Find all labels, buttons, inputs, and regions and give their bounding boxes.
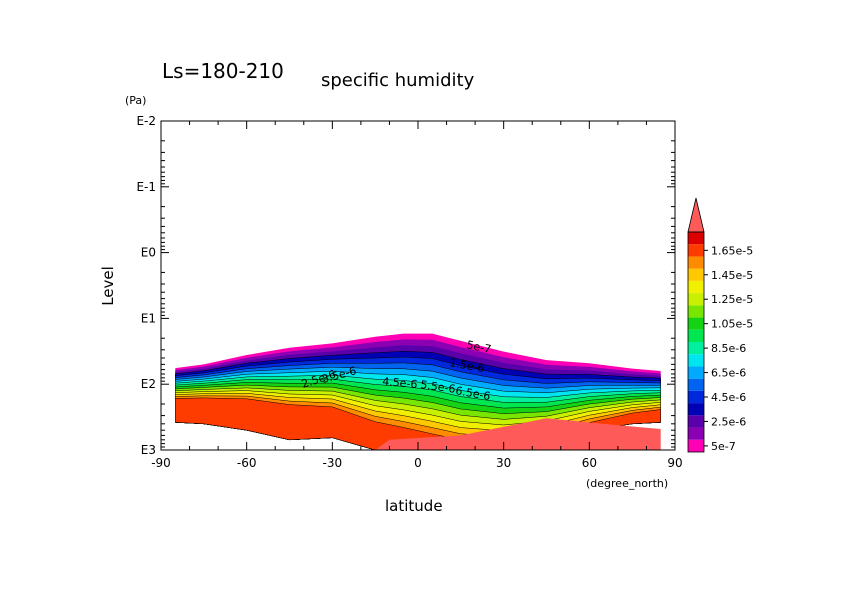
colorbar-bin bbox=[688, 366, 704, 379]
colorbar-bin bbox=[688, 305, 704, 318]
x-axis-label: latitude bbox=[385, 497, 443, 515]
y-unit-label: (Pa) bbox=[125, 94, 146, 107]
y-tick-label: E2 bbox=[141, 377, 156, 391]
colorbar-label: 1.45e-5 bbox=[711, 269, 753, 282]
x-tick-label: 60 bbox=[582, 456, 597, 470]
y-tick-label: E-1 bbox=[136, 180, 156, 194]
y-tick-label: E-2 bbox=[136, 114, 156, 128]
colorbar-label: 6.5e-6 bbox=[711, 367, 746, 380]
colorbar-bin bbox=[688, 280, 704, 294]
contour-label-5e-7: 5e-7 bbox=[465, 338, 492, 356]
y-tick-label: E1 bbox=[141, 311, 156, 325]
colorbar-bin bbox=[688, 439, 704, 452]
contour-label-5.5e-6: 5.5e-6 bbox=[420, 378, 457, 396]
x-tick-label: -60 bbox=[237, 456, 257, 470]
y-tick-label: E0 bbox=[141, 246, 156, 260]
colorbar-bin bbox=[688, 232, 704, 245]
colorbar-bin bbox=[688, 244, 704, 257]
colorbar-label: 2.5e-6 bbox=[711, 415, 746, 428]
colorbar-bin bbox=[688, 415, 704, 428]
colorbar-bin bbox=[688, 329, 704, 342]
x-tick-label: 90 bbox=[667, 456, 682, 470]
colorbar-bin bbox=[688, 317, 704, 330]
colorbar-bin bbox=[688, 293, 704, 306]
x-tick-label: 30 bbox=[496, 456, 511, 470]
x-tick-label: -30 bbox=[323, 456, 343, 470]
y-tick-label: E3 bbox=[141, 443, 156, 457]
colorbar-bin bbox=[688, 342, 704, 355]
colorbar-bin bbox=[688, 256, 704, 269]
contour-fill-layers bbox=[175, 333, 661, 451]
colorbar-label: 1.05e-5 bbox=[711, 318, 753, 331]
colorbar-extend-arrow bbox=[687, 197, 705, 233]
colorbar-bin bbox=[688, 427, 704, 440]
x-tick-label: -90 bbox=[151, 456, 171, 470]
colorbar-bin bbox=[688, 378, 704, 391]
colorbar-bin bbox=[688, 354, 704, 367]
colorbar-label: 1.25e-5 bbox=[711, 293, 753, 306]
contour-label-6.5e-6: 6.5e-6 bbox=[454, 384, 491, 403]
contour-label-1.5e-6: 1.5e-6 bbox=[448, 356, 485, 375]
x-tick-label: 0 bbox=[414, 456, 422, 470]
colorbar-frame bbox=[687, 231, 705, 453]
contour-labels: 5e-7 1.5e-6 2.5e-6 3.5e-6 4.5e-6 5.5e-6 … bbox=[300, 338, 492, 403]
colorbar-bin bbox=[688, 268, 704, 281]
chart-title-main: Ls=180-210 bbox=[162, 59, 284, 83]
contour-label-4.5e-6: 4.5e-6 bbox=[382, 375, 418, 391]
x-unit-label: (degree_north) bbox=[586, 477, 668, 490]
colorbar-bin bbox=[688, 390, 704, 404]
colorbar-label: 1.65e-5 bbox=[711, 244, 753, 257]
chart-title-sub: specific humidity bbox=[321, 70, 475, 91]
colorbar-label: 5e-7 bbox=[711, 440, 736, 453]
colorbar: 5e-7 2.5e-6 4.5e-6 6.5e-6 8.5e-6 1.05e-5 1.25e… bbox=[687, 197, 753, 453]
y-axis-label: Level bbox=[99, 266, 117, 306]
colorbar-label: 8.5e-6 bbox=[711, 342, 746, 355]
plot-axes: -90 -60 -30 0 30 60 90 E-2 E-1 E0 E1 E2 E3 bbox=[136, 114, 682, 470]
colorbar-bin bbox=[688, 403, 704, 416]
colorbar-label: 4.5e-6 bbox=[711, 391, 746, 404]
